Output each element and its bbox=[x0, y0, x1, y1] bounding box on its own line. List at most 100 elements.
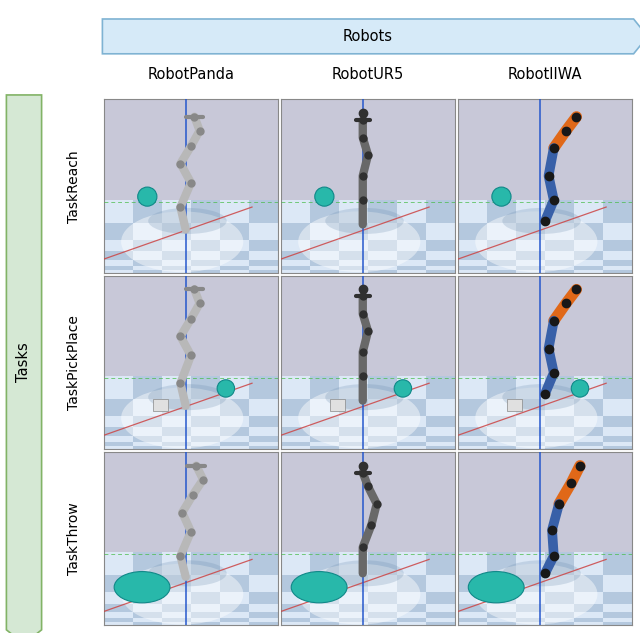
Bar bbox=[162, 266, 191, 270]
Circle shape bbox=[315, 187, 334, 206]
Bar bbox=[604, 446, 632, 449]
Bar bbox=[397, 223, 426, 239]
Bar bbox=[191, 442, 220, 446]
Bar bbox=[162, 200, 191, 223]
Bar bbox=[281, 416, 310, 427]
Bar bbox=[162, 416, 191, 427]
Bar bbox=[604, 376, 632, 399]
Bar bbox=[249, 399, 278, 416]
Bar bbox=[339, 260, 368, 266]
Bar bbox=[162, 399, 191, 416]
Bar bbox=[310, 446, 339, 449]
Bar bbox=[281, 239, 310, 251]
Bar bbox=[339, 399, 368, 416]
Bar bbox=[487, 427, 516, 436]
Bar bbox=[458, 604, 487, 612]
Bar bbox=[339, 239, 368, 251]
Bar bbox=[310, 604, 339, 612]
Bar bbox=[104, 604, 132, 612]
Bar bbox=[487, 442, 516, 446]
Ellipse shape bbox=[502, 384, 581, 410]
Text: RobotIIWA: RobotIIWA bbox=[508, 67, 582, 82]
Bar bbox=[487, 223, 516, 239]
Bar bbox=[220, 251, 249, 260]
Bar bbox=[132, 270, 162, 273]
Bar bbox=[368, 604, 397, 612]
Bar bbox=[152, 399, 168, 411]
Bar bbox=[426, 553, 455, 575]
Bar bbox=[397, 592, 426, 604]
Bar bbox=[604, 200, 632, 223]
Bar bbox=[487, 618, 516, 622]
Ellipse shape bbox=[502, 208, 581, 234]
Bar bbox=[368, 399, 397, 416]
Bar bbox=[574, 223, 604, 239]
Bar bbox=[426, 446, 455, 449]
Bar bbox=[339, 618, 368, 622]
Bar bbox=[458, 618, 487, 622]
Bar bbox=[545, 446, 574, 449]
Bar bbox=[516, 442, 545, 446]
Circle shape bbox=[138, 187, 157, 206]
Bar bbox=[104, 275, 278, 376]
Bar bbox=[574, 553, 604, 575]
Text: TaskThrow: TaskThrow bbox=[67, 502, 81, 575]
Bar bbox=[281, 618, 310, 622]
Bar bbox=[487, 622, 516, 625]
Bar bbox=[516, 251, 545, 260]
Bar bbox=[516, 446, 545, 449]
Bar bbox=[339, 612, 368, 618]
Bar bbox=[516, 266, 545, 270]
Bar bbox=[132, 553, 162, 575]
Bar bbox=[249, 223, 278, 239]
Bar bbox=[604, 618, 632, 622]
Ellipse shape bbox=[502, 560, 581, 586]
Bar bbox=[545, 399, 574, 416]
Bar bbox=[191, 575, 220, 592]
Bar bbox=[191, 553, 220, 575]
Bar bbox=[310, 251, 339, 260]
Bar bbox=[220, 622, 249, 625]
Ellipse shape bbox=[476, 564, 597, 625]
Bar bbox=[604, 260, 632, 266]
Bar bbox=[249, 376, 278, 399]
Bar bbox=[104, 376, 132, 399]
Bar bbox=[220, 200, 249, 223]
Bar bbox=[249, 436, 278, 442]
Bar bbox=[458, 612, 487, 618]
Bar bbox=[426, 416, 455, 427]
Ellipse shape bbox=[476, 211, 597, 272]
Bar bbox=[281, 553, 310, 575]
Bar bbox=[604, 612, 632, 618]
Bar bbox=[220, 427, 249, 436]
Bar bbox=[458, 442, 487, 446]
Bar bbox=[339, 427, 368, 436]
Bar bbox=[191, 604, 220, 612]
Bar bbox=[426, 200, 455, 223]
Bar bbox=[397, 446, 426, 449]
Bar bbox=[574, 270, 604, 273]
Bar bbox=[458, 223, 487, 239]
Bar bbox=[545, 223, 574, 239]
Bar bbox=[426, 436, 455, 442]
Bar bbox=[339, 575, 368, 592]
Bar bbox=[397, 399, 426, 416]
Bar bbox=[368, 612, 397, 618]
Bar bbox=[132, 223, 162, 239]
Bar bbox=[574, 575, 604, 592]
Bar bbox=[487, 553, 516, 575]
Bar bbox=[604, 592, 632, 604]
Bar bbox=[545, 604, 574, 612]
Bar bbox=[458, 239, 487, 251]
Bar bbox=[162, 553, 191, 575]
Bar bbox=[487, 604, 516, 612]
Bar bbox=[604, 223, 632, 239]
Bar bbox=[132, 612, 162, 618]
Text: Tasks: Tasks bbox=[17, 342, 31, 382]
Bar bbox=[310, 260, 339, 266]
Bar bbox=[604, 239, 632, 251]
Bar bbox=[310, 618, 339, 622]
Bar bbox=[516, 239, 545, 251]
Bar bbox=[339, 416, 368, 427]
Bar bbox=[191, 399, 220, 416]
